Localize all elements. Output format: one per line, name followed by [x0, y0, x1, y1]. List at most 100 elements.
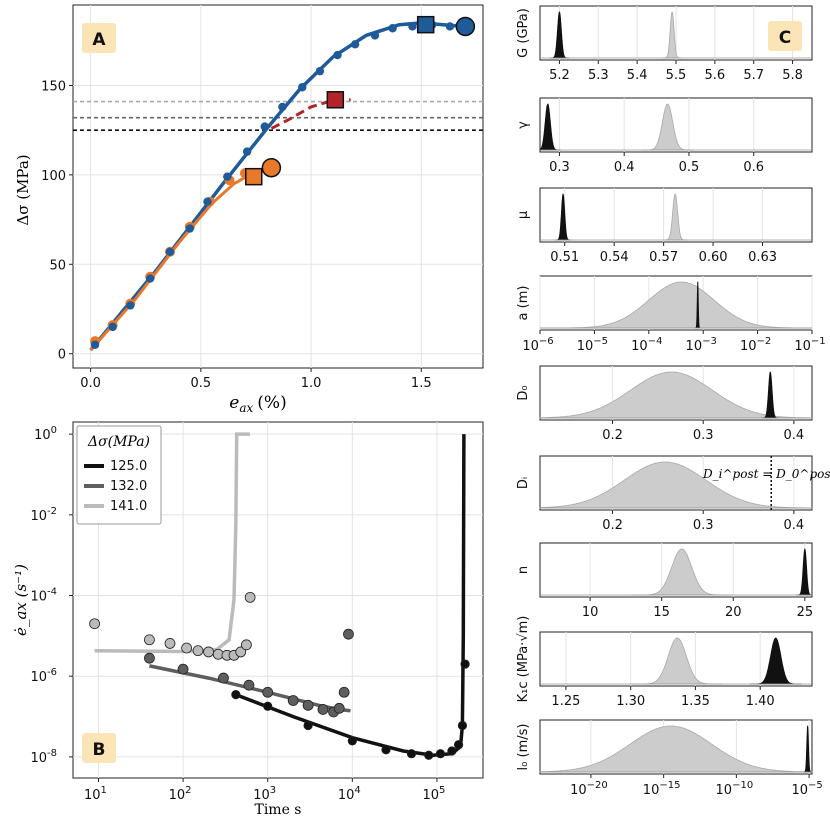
data-point-125.0	[303, 720, 313, 731]
data-point-132.0	[343, 628, 354, 640]
x-tick-label: 0.4	[784, 518, 805, 533]
data-point-141.0	[144, 634, 155, 646]
circle-marker	[261, 157, 282, 178]
circle-marker	[455, 16, 476, 37]
blue-data-point	[145, 274, 155, 283]
data-point-141.0	[89, 618, 101, 630]
x-tick-label: 102	[169, 785, 192, 803]
data-point-132.0	[302, 699, 314, 711]
data-point-132.0	[262, 686, 274, 698]
x-tick-label: 1.0	[301, 376, 322, 391]
x-tick-label: 105	[422, 785, 445, 803]
x-tick-label: 0.0	[80, 376, 101, 391]
data-point-125.0	[381, 745, 391, 755]
x-tick-label: 5.4	[627, 68, 648, 83]
panel-a-badge-bg	[82, 23, 116, 53]
x-tick-label: 10	[582, 605, 599, 620]
x-tick-label: 0.63	[748, 250, 777, 265]
param-row: 10−20 10−15 10−10 10−5 l₀ (m/s)	[516, 719, 823, 798]
x-tick-label: 5.3	[588, 68, 609, 83]
blue-data-point	[298, 83, 307, 92]
data-point-132.0	[317, 704, 329, 715]
param-label: l₀ (m/s)	[516, 724, 531, 771]
x-tick-label: 10−5	[577, 336, 608, 354]
data-point-125.0	[447, 746, 457, 756]
y-tick-label: 10-4	[30, 587, 57, 605]
data-point-125.0	[406, 749, 417, 759]
x-tick-label: 10−5	[791, 780, 822, 798]
x-tick-label: 104	[338, 785, 361, 803]
x-tick-label: 1.35	[681, 694, 710, 709]
blue-data-point	[333, 50, 342, 60]
square-marker	[326, 91, 345, 109]
posterior-distribution	[803, 725, 812, 773]
panel-c: 5.2 5.3 5.4 5.5 5.6 5.7 5.8 G (GPa) 0.3 0.4 0.5 0.6…	[516, 5, 830, 798]
x-tick-label: 1.25	[551, 694, 580, 709]
param-row: 0.3 0.4 0.5 0.6 γ	[516, 97, 813, 175]
x-tick-label: 0.2	[602, 518, 623, 533]
data-point-125.0	[424, 750, 434, 760]
blue-data-point	[108, 322, 117, 332]
param-label: γ	[516, 121, 531, 129]
data-point-141.0	[241, 639, 252, 651]
panel-a-xlabel: eax (%)	[229, 393, 286, 415]
blue-data-point	[315, 66, 325, 76]
panel-c-badge-bg	[768, 21, 802, 51]
x-tick-label: 10−15	[643, 780, 681, 798]
x-tick-label: 5.2	[549, 68, 570, 83]
data-point-141.0	[164, 638, 176, 649]
blue-data-point	[370, 31, 380, 40]
data-point-132.0	[243, 679, 255, 691]
param-label: a (m)	[516, 286, 531, 321]
x-tick-label: 10−2	[740, 336, 771, 354]
x-tick-label: 0.54	[600, 250, 629, 265]
legend-label: 125.0	[110, 459, 147, 474]
x-tick-label: 1.5	[411, 376, 432, 391]
blue-data-point	[445, 22, 455, 31]
param-row: 0.2 0.3 0.4 D_i^post = D_0^post Dᵢ	[516, 455, 830, 533]
y-tick-label: 50	[49, 258, 66, 273]
data-point-125.0	[453, 740, 464, 750]
x-tick-label: 1.40	[746, 694, 775, 709]
data-point-141.0	[192, 645, 204, 657]
x-tick-label: 20	[725, 605, 742, 620]
param-label: K₁c (MPa·√m)	[516, 616, 531, 703]
data-point-132.0	[287, 695, 299, 706]
x-tick-label: 0.51	[550, 250, 579, 265]
x-tick-label: 25	[797, 605, 814, 620]
x-tick-label: 0.3	[693, 428, 714, 443]
x-tick-label: 15	[653, 605, 670, 620]
legend-label: 132.0	[110, 479, 147, 494]
blue-data-point	[165, 247, 175, 256]
panel-a-ylabel: Δσ (MPa)	[14, 154, 32, 225]
x-tick-label: 1.30	[616, 694, 645, 709]
y-tick-label: 150	[41, 79, 66, 94]
x-tick-label: 5.6	[705, 68, 726, 83]
data-point-125.0	[347, 736, 357, 746]
data-point-132.0	[338, 686, 350, 698]
y-tick-label: 10-6	[30, 667, 57, 685]
param-row: 0.2 0.3 0.4 D₀	[516, 365, 813, 443]
x-tick-label: 101	[84, 785, 107, 803]
x-tick-label: 5.5	[666, 68, 687, 83]
y-tick-label: 100	[41, 169, 66, 184]
param-row: 10−6 10−5 10−4 10−3 10−2 10−1 a (m)	[516, 275, 826, 354]
y-tick-label: 100	[34, 425, 57, 443]
prior-distribution	[539, 461, 813, 509]
blue-data-point	[203, 197, 212, 206]
x-tick-label: 0.5	[191, 376, 212, 391]
x-tick-label: 10−10	[716, 780, 754, 798]
panel-c-badge: C	[779, 28, 791, 48]
data-point-141.0	[203, 646, 214, 658]
param-label: D₀	[516, 385, 531, 400]
param-label: n	[516, 566, 531, 574]
panel-b-badge-bg	[82, 733, 116, 763]
square-marker	[416, 15, 435, 34]
panel-b-legend: Δσ(MPa) 125.0 132.0 141.0	[76, 425, 162, 525]
x-tick-label: 0.4	[614, 160, 635, 175]
prior-distribution	[539, 725, 813, 773]
blue-data-point	[278, 102, 287, 112]
x-tick-label: 103	[253, 785, 276, 803]
blue-data-point	[126, 301, 135, 310]
blue-data-point	[90, 340, 100, 349]
